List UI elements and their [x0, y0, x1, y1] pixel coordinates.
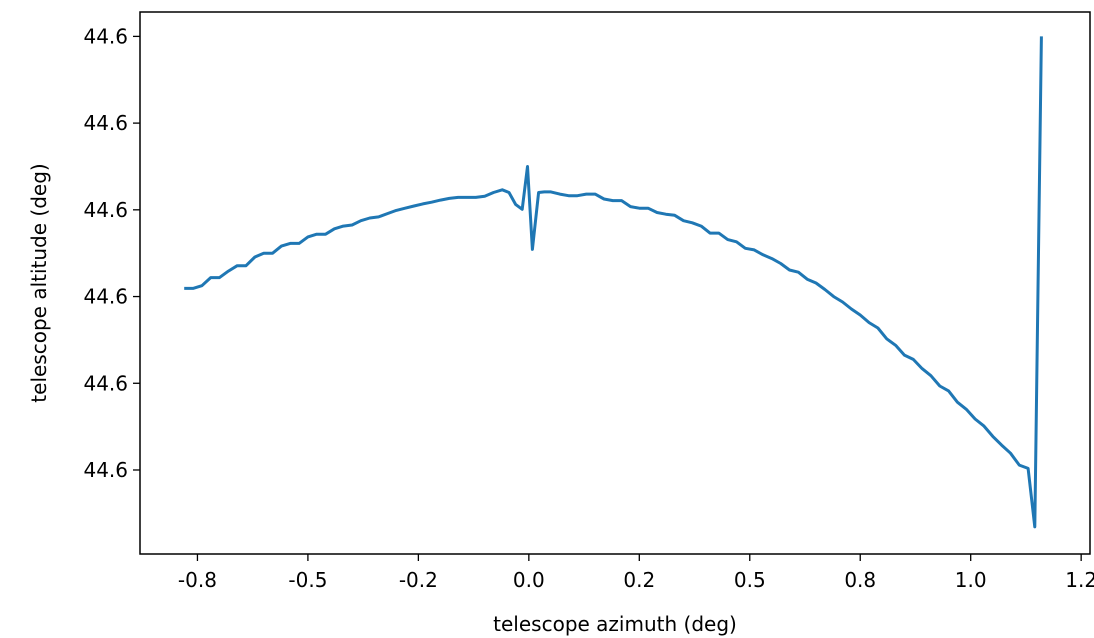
x-tick-label: 1.0	[955, 568, 987, 592]
y-axis-label: telescope altitude (deg)	[27, 163, 51, 402]
x-tick-label: 0.8	[844, 568, 876, 592]
y-axis-ticks: 44.6 44.6 44.6 44.6 44.6 44.6	[83, 24, 140, 482]
series-line	[184, 36, 1043, 529]
x-tick-label: -0.8	[178, 568, 217, 592]
plot-background	[140, 12, 1090, 554]
x-tick-label: 0.2	[623, 568, 655, 592]
x-tick-label: 0.0	[513, 568, 545, 592]
x-tick-label: -0.2	[399, 568, 438, 592]
y-tick-label: 44.6	[83, 285, 128, 309]
x-tick-label: -0.5	[288, 568, 327, 592]
y-tick-label: 44.6	[83, 198, 128, 222]
x-tick-label: 1.2	[1065, 568, 1094, 592]
plot-frame	[139, 11, 1091, 555]
y-tick-label: 44.6	[83, 458, 128, 482]
y-tick-label: 44.6	[83, 24, 128, 48]
x-axis-label: telescope azimuth (deg)	[493, 612, 737, 636]
series-layer	[184, 36, 1043, 529]
y-tick-label: 44.6	[83, 111, 128, 135]
x-axis-ticks: -0.8 -0.5 -0.2 0.0 0.2 0.5 0.8 1.0 1.2	[178, 554, 1094, 592]
y-tick-label: 44.6	[83, 371, 128, 395]
x-tick-label: 0.5	[734, 568, 766, 592]
